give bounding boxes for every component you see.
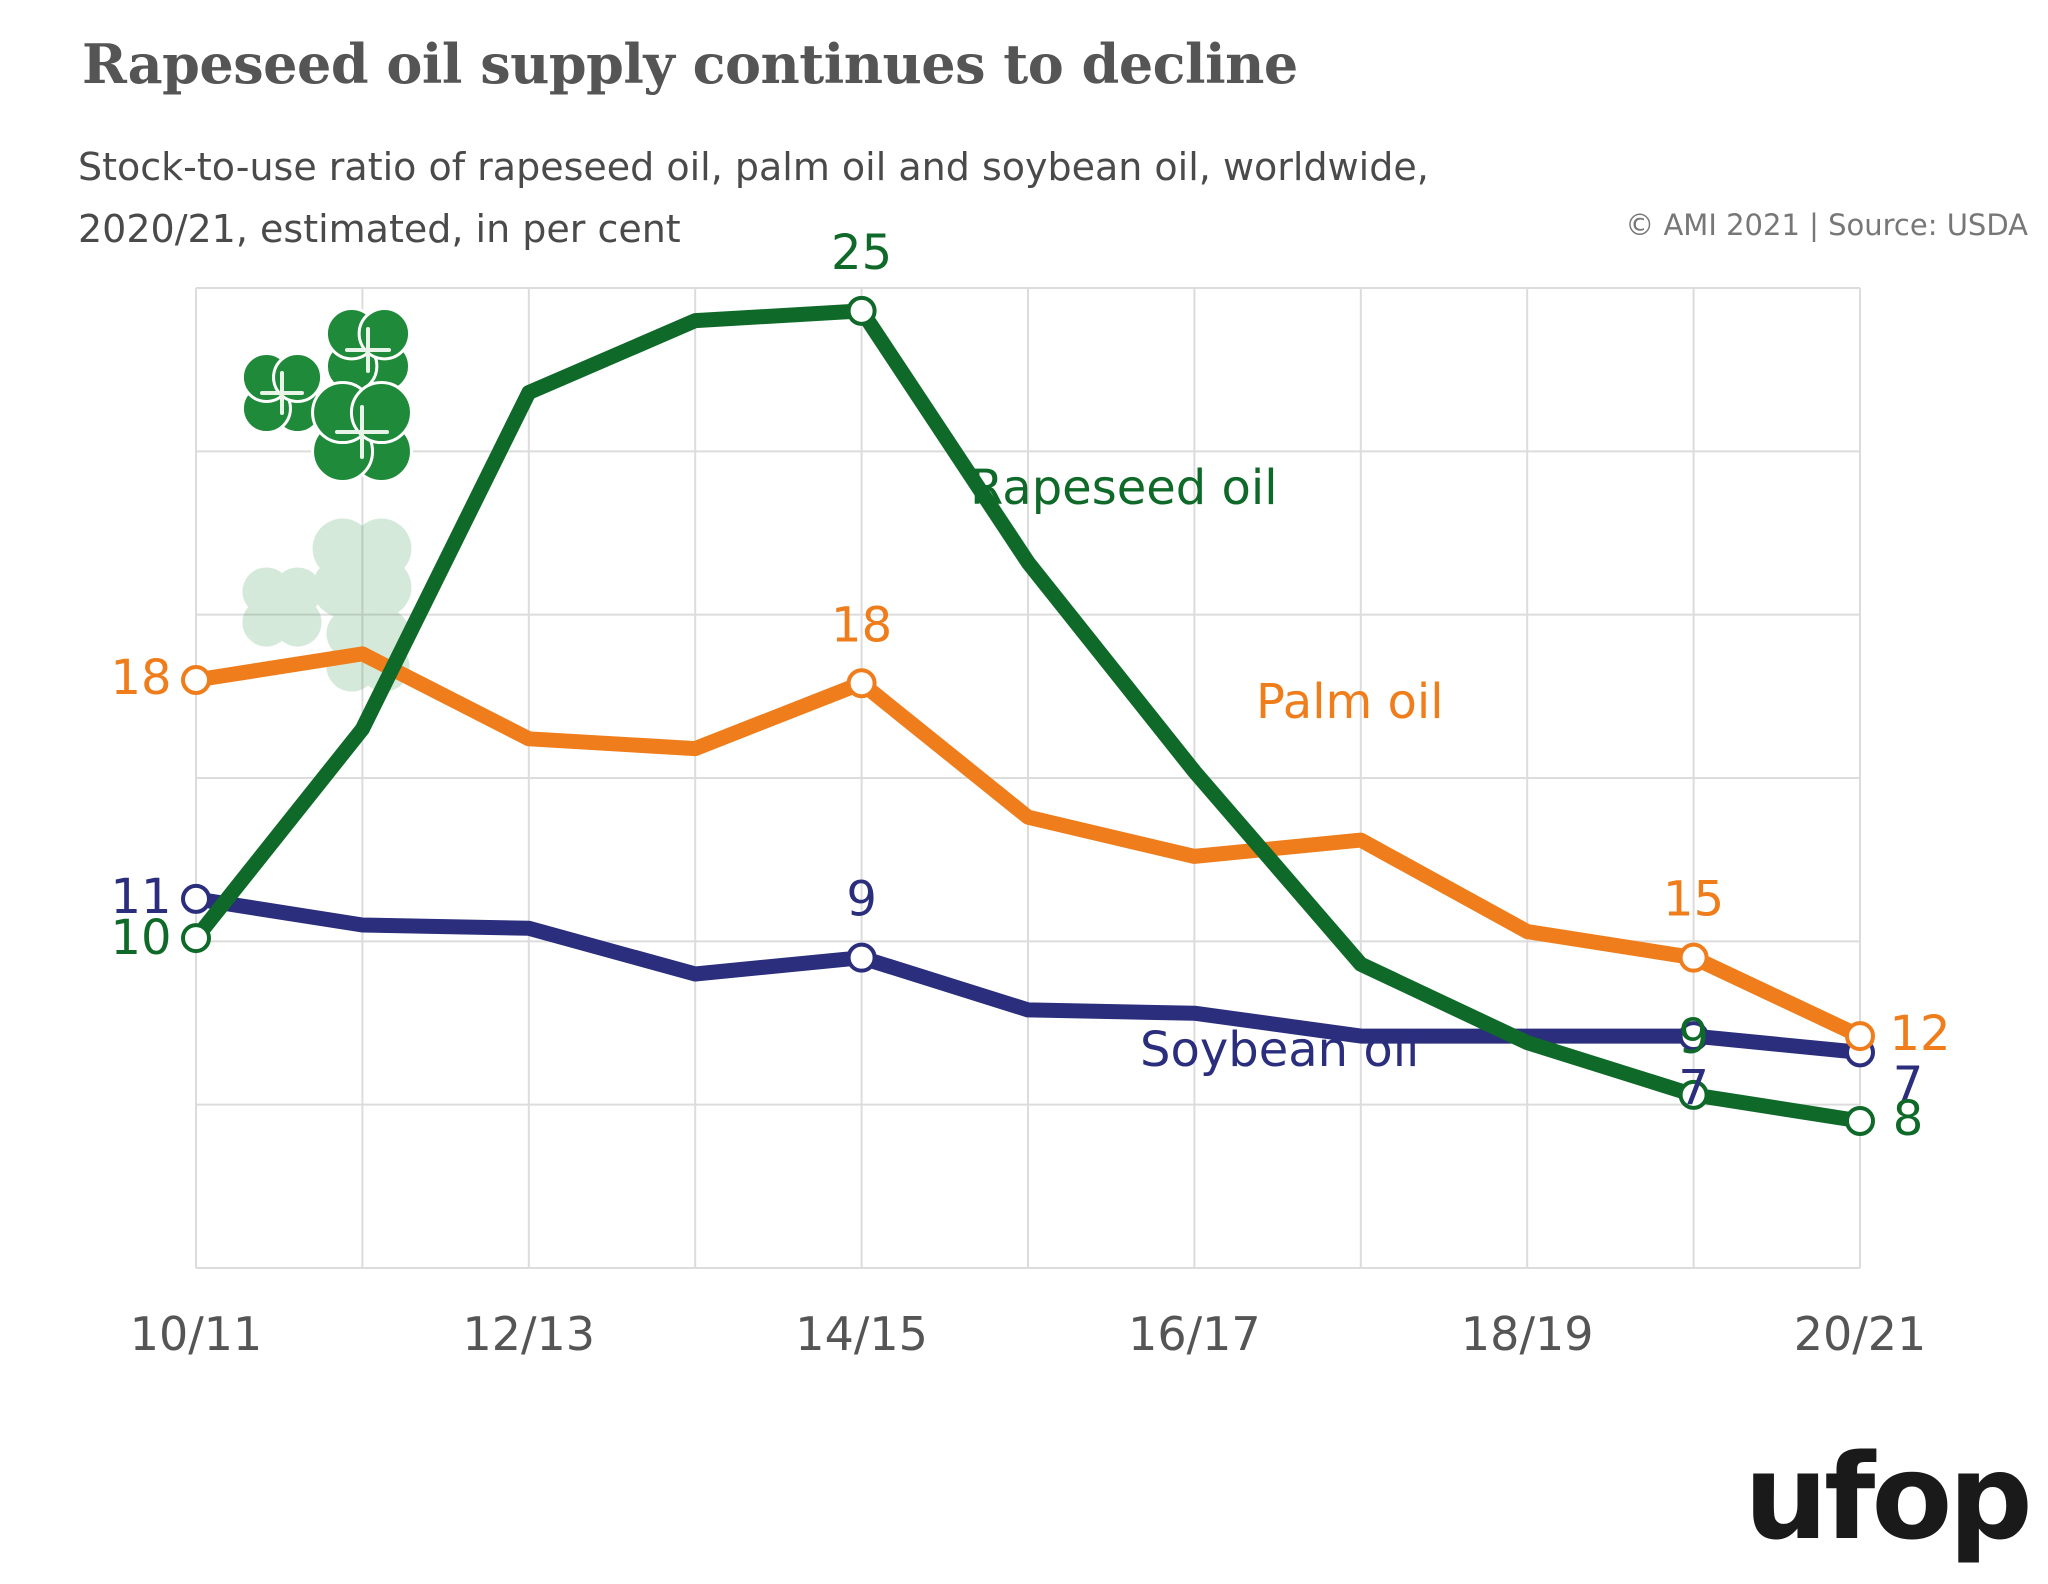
rapeseed-data-label: 10 [110,910,171,966]
point-markers [181,295,1875,1136]
rapeseed-flower-icon [240,306,413,692]
rapeseed-point-marker [1845,1106,1875,1136]
palm-point-marker [1845,1021,1875,1052]
flower-petal [357,306,412,361]
soybean-series-label: Soybean oil [1140,1022,1419,1078]
palm-series-label: Palm oil [1256,674,1444,730]
soybean-point-marker [181,883,211,914]
x-tick-label: 12/13 [463,1307,596,1361]
flower-reflection [242,518,412,692]
x-tick-label: 16/17 [1128,1307,1261,1361]
rapeseed-point-marker [1678,1079,1709,1110]
soybean-point-marker [1678,1021,1709,1052]
palm-data-label: 12 [1889,1006,1950,1062]
gridlines [195,287,1861,1269]
palm-point-marker [1678,942,1709,973]
rapeseed-line [188,303,1868,1129]
reflection-petal [273,598,322,647]
reflection-petal [242,567,291,616]
palm-line [188,646,1868,1044]
reflection-petal [351,518,412,579]
reflection-petal [351,557,412,618]
soybean-data-label: 9 [846,872,877,928]
reflection-petal [326,608,377,659]
flower-center [260,371,304,415]
series-name-labels: Rapeseed oil Palm oil Soybean oil [970,460,1444,1078]
palm-data-label: 18 [110,650,171,706]
flower-center [335,405,389,459]
soybean-data-label: 7 [1893,1056,1924,1112]
rapeseed-series-label: Rapeseed oil [970,460,1278,516]
soybean-data-label: 7 [1678,1060,1709,1116]
rapeseed-data-label: 9 [1678,1009,1709,1065]
ufop-logo: ufop [1744,1428,2033,1566]
chart-subtitle: Stock-to-use ratio of rapeseed oil, palm… [78,145,1429,251]
x-tick-label: 10/11 [130,1307,263,1361]
soybean-point-marker [846,942,877,973]
x-tick-label: 20/21 [1794,1307,1927,1361]
reflection-petal [273,567,322,616]
palm-data-label: 15 [1663,872,1724,928]
reflection-petal [312,557,373,618]
palm-point-marker [181,665,211,695]
chart-title: Rapeseed oil supply continues to decline [82,32,1298,96]
soybean-data-label: 11 [110,869,171,925]
flower-petal [349,381,413,445]
soybean-line [188,891,1868,1060]
series-lines [188,303,1868,1129]
source-credit: © AMI 2021 | Source: USDA [1625,208,2028,242]
reflection-petal [312,518,373,579]
x-axis-tick-labels: 10/11 12/13 14/15 16/17 18/19 20/21 [130,1307,1927,1361]
rapeseed-point-marker [181,923,211,954]
palm-point-marker [846,668,877,699]
rapeseed-point-marker [846,295,877,326]
reflection-petal [242,598,291,647]
x-tick-label: 18/19 [1461,1307,1594,1361]
flower-center [345,327,391,373]
rapeseed-data-label: 8 [1893,1091,1924,1147]
rapeseed-data-label: 25 [831,225,892,281]
palm-data-label: 18 [831,597,892,653]
x-tick-label: 14/15 [795,1307,928,1361]
flower-petal [272,351,324,403]
